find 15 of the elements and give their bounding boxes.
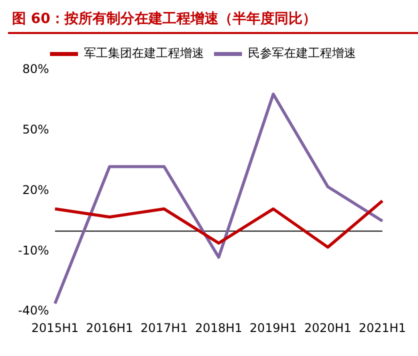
y-tick-label: -10% bbox=[18, 243, 49, 258]
y-tick-label: 50% bbox=[22, 122, 49, 137]
x-tick-label: 2021H1 bbox=[358, 320, 406, 335]
legend-label: 军工集团在建工程增速 bbox=[84, 46, 204, 60]
x-tick-label: 2015H1 bbox=[31, 320, 79, 335]
y-tick-label: -40% bbox=[18, 304, 49, 318]
x-tick-label: 2020H1 bbox=[304, 320, 352, 335]
x-tick-label: 2017H1 bbox=[140, 320, 188, 335]
chart-title: 图 60：按所有制分在建工程增速（半年度同比） bbox=[8, 8, 418, 34]
x-tick-label: 2018H1 bbox=[195, 320, 242, 335]
x-tick-label: 2016H1 bbox=[86, 320, 134, 335]
y-tick-label: 20% bbox=[22, 182, 49, 197]
y-tick-label: 80% bbox=[22, 62, 49, 76]
legend-label: 民参军在建工程增速 bbox=[248, 46, 356, 60]
x-tick-label: 2019H1 bbox=[250, 320, 297, 335]
